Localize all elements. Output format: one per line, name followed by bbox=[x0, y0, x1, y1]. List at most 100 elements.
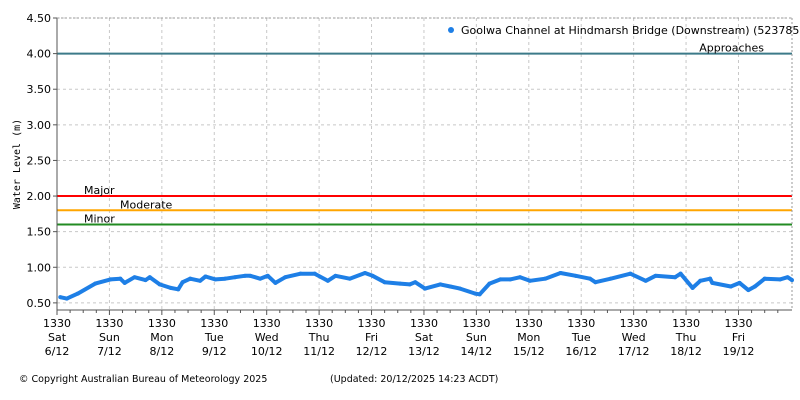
x-tick-date: 7/12 bbox=[97, 345, 122, 358]
data-point bbox=[213, 277, 218, 282]
x-tick-time: 1330 bbox=[515, 317, 543, 330]
data-point bbox=[423, 286, 428, 291]
x-tick-date: 8/12 bbox=[149, 345, 174, 358]
x-tick-date: 14/12 bbox=[461, 345, 493, 358]
data-point bbox=[122, 280, 127, 285]
data-point bbox=[118, 276, 123, 281]
x-tick-time: 1330 bbox=[200, 317, 228, 330]
data-point bbox=[312, 271, 317, 276]
x-tick-date: 11/12 bbox=[303, 345, 335, 358]
data-point bbox=[58, 295, 63, 300]
x-tick-day: Mon bbox=[150, 331, 173, 344]
data-point bbox=[180, 280, 185, 285]
y-tick-label: 0.50 bbox=[27, 297, 52, 310]
y-tick-label: 3.50 bbox=[27, 83, 52, 96]
data-point bbox=[265, 273, 270, 278]
data-point bbox=[690, 285, 695, 290]
x-tick-date: 13/12 bbox=[408, 345, 440, 358]
copyright-text: © Copyright Australian Bureau of Meteoro… bbox=[19, 374, 268, 385]
data-point bbox=[698, 278, 703, 283]
x-tick-day: Wed bbox=[255, 331, 279, 344]
data-point bbox=[248, 273, 253, 278]
data-point bbox=[508, 277, 513, 282]
data-point bbox=[587, 276, 592, 281]
data-point bbox=[362, 270, 367, 275]
data-point bbox=[708, 276, 713, 281]
legend-label: Goolwa Channel at Hindmarsh Bridge (Down… bbox=[461, 24, 800, 37]
x-tick-date: 6/12 bbox=[45, 345, 70, 358]
data-point bbox=[382, 280, 387, 285]
data-point bbox=[448, 284, 453, 289]
threshold-label-approaches: Approaches bbox=[699, 42, 764, 55]
data-point bbox=[643, 278, 648, 283]
data-point bbox=[628, 271, 633, 276]
data-point bbox=[168, 285, 173, 290]
data-point bbox=[64, 296, 69, 301]
data-point bbox=[157, 282, 162, 287]
data-point bbox=[242, 273, 247, 278]
data-point bbox=[143, 278, 148, 283]
data-point bbox=[75, 291, 80, 296]
x-tick-day: Tue bbox=[204, 331, 224, 344]
data-point bbox=[325, 278, 330, 283]
x-tick-date: 12/12 bbox=[356, 345, 388, 358]
x-tick-date: 17/12 bbox=[618, 345, 650, 358]
x-tick-time: 1330 bbox=[410, 317, 438, 330]
data-point bbox=[678, 271, 683, 276]
data-point bbox=[477, 292, 482, 297]
x-tick-date: 9/12 bbox=[202, 345, 227, 358]
x-tick-day: Wed bbox=[622, 331, 646, 344]
y-tick-label: 2.50 bbox=[27, 154, 52, 167]
data-point bbox=[573, 273, 578, 278]
y-tick-label: 4.50 bbox=[27, 12, 52, 25]
x-tick-day: Fri bbox=[732, 331, 745, 344]
data-point bbox=[333, 273, 338, 278]
x-tick-time: 1330 bbox=[305, 317, 333, 330]
data-point bbox=[543, 276, 548, 281]
data-point bbox=[785, 275, 790, 280]
data-point bbox=[777, 277, 782, 282]
data-point bbox=[473, 291, 478, 296]
data-point bbox=[93, 281, 98, 286]
x-tick-day: Mon bbox=[517, 331, 540, 344]
updated-text: (Updated: 20/12/2025 14:23 ACDT) bbox=[330, 374, 499, 385]
data-point bbox=[438, 282, 443, 287]
x-tick-day: Sat bbox=[415, 331, 434, 344]
x-tick-date: 10/12 bbox=[251, 345, 283, 358]
x-tick-date: 16/12 bbox=[565, 345, 597, 358]
data-point bbox=[487, 281, 492, 286]
x-tick-time: 1330 bbox=[567, 317, 595, 330]
data-point bbox=[407, 282, 412, 287]
legend-marker bbox=[448, 27, 454, 33]
data-point bbox=[132, 275, 137, 280]
x-tick-day: Sat bbox=[48, 331, 67, 344]
data-point bbox=[273, 280, 278, 285]
data-point bbox=[673, 275, 678, 280]
data-point bbox=[203, 274, 208, 279]
y-tick-label: 2.00 bbox=[27, 190, 52, 203]
x-tick-time: 1330 bbox=[462, 317, 490, 330]
x-tick-time: 1330 bbox=[43, 317, 71, 330]
data-point bbox=[108, 277, 113, 282]
x-tick-day: Sun bbox=[99, 331, 120, 344]
data-point bbox=[527, 278, 532, 283]
data-point bbox=[518, 275, 523, 280]
x-tick-day: Thu bbox=[308, 331, 330, 344]
data-point bbox=[457, 286, 462, 291]
y-tick-label: 4.00 bbox=[27, 48, 52, 61]
y-tick-label: 1.50 bbox=[27, 226, 52, 239]
data-point bbox=[593, 280, 598, 285]
x-tick-date: 19/12 bbox=[723, 345, 755, 358]
threshold-label-minor: Minor bbox=[84, 213, 115, 226]
x-tick-time: 1330 bbox=[620, 317, 648, 330]
data-point bbox=[558, 270, 563, 275]
x-tick-time: 1330 bbox=[253, 317, 281, 330]
x-tick-time: 1330 bbox=[724, 317, 752, 330]
y-tick-label: 3.00 bbox=[27, 119, 52, 132]
data-point bbox=[188, 276, 193, 281]
x-tick-time: 1330 bbox=[358, 317, 386, 330]
data-point bbox=[147, 275, 152, 280]
data-point bbox=[223, 276, 228, 281]
x-tick-day: Sun bbox=[466, 331, 487, 344]
data-point bbox=[728, 284, 733, 289]
